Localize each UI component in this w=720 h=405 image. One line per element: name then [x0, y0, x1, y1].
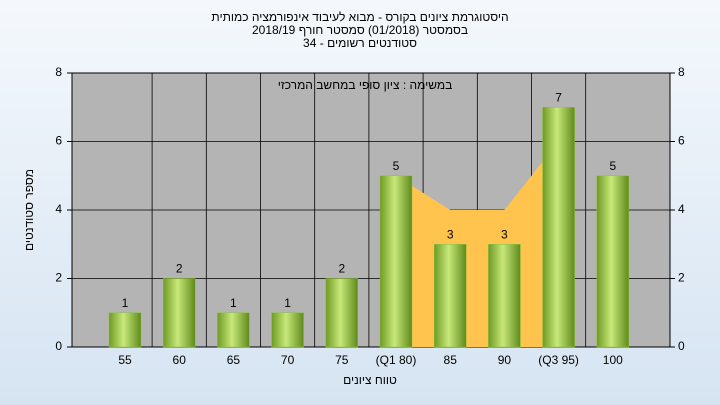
title-line: היסטוגרמת ציונים בקורס - מבוא לעיבוד אינ… — [211, 10, 508, 24]
bar — [162, 278, 196, 348]
value-label: 1 — [284, 296, 291, 310]
y-tick-label: 0 — [55, 339, 62, 353]
bar — [433, 244, 467, 348]
value-label: 2 — [338, 262, 345, 276]
bar — [596, 175, 630, 348]
y-tick-label: 6 — [55, 134, 62, 148]
value-label: 5 — [609, 159, 616, 173]
bar — [379, 175, 413, 348]
x-tick-label: (Q3 95) — [538, 353, 579, 367]
x-tick-label: 55 — [118, 353, 132, 367]
x-tick-label: 90 — [498, 353, 512, 367]
y-tick-label: 4 — [55, 202, 62, 216]
title-line: סטודנטים רשומים - 34 — [303, 36, 417, 50]
value-label: 2 — [176, 262, 183, 276]
bar — [542, 107, 575, 348]
y2-tick-label: 0 — [678, 339, 685, 353]
x-tick-label: 70 — [281, 353, 295, 367]
x-axis-label: טווח ציונים — [343, 373, 397, 387]
x-tick-label: 85 — [444, 353, 458, 367]
bar — [325, 278, 359, 348]
y-tick-label: 2 — [55, 271, 62, 285]
value-label: 7 — [555, 90, 562, 104]
bar — [271, 312, 304, 348]
bar — [217, 312, 250, 348]
value-label: 3 — [501, 227, 508, 241]
annotation: במשימה : ציון סופי במחשב המרכזי — [278, 78, 453, 92]
value-label: 1 — [122, 296, 129, 310]
title-line: בסמסטר (01/2018) סמסטר חורף 2018/19 — [252, 23, 468, 37]
x-tick-label: 65 — [227, 353, 241, 367]
x-tick-label: (Q1 80) — [376, 353, 417, 367]
y-tick-label: 8 — [55, 65, 62, 79]
bar — [488, 244, 521, 348]
x-tick-label: 100 — [603, 353, 623, 367]
title: היסטוגרמת ציונים בקורס - מבוא לעיבוד אינ… — [211, 10, 508, 50]
x-tick-label: 75 — [335, 353, 349, 367]
x-tick-label: 60 — [173, 353, 187, 367]
value-label: 1 — [230, 296, 237, 310]
y-axis-label: מספר סטודנטים — [22, 169, 36, 251]
y2-tick-label: 8 — [678, 65, 685, 79]
y2-tick-label: 6 — [678, 134, 685, 148]
y2-tick-label: 2 — [678, 271, 685, 285]
y2-tick-label: 4 — [678, 202, 685, 216]
value-label: 5 — [393, 159, 400, 173]
bar — [108, 312, 142, 348]
value-label: 3 — [447, 227, 454, 241]
